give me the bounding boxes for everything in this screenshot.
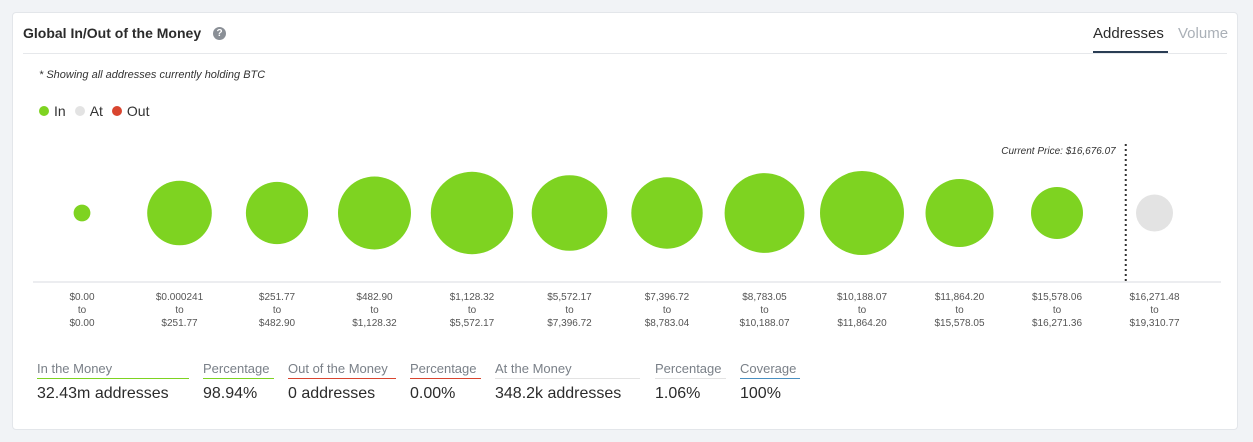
tick-label-to: to — [1053, 305, 1062, 316]
header-divider — [23, 53, 1227, 54]
stat-at-percentage: Percentage 1.06% — [655, 361, 726, 403]
stat-out-percentage: Percentage 0.00% — [410, 361, 481, 403]
tick-label-to-value: $10,188.07 — [739, 318, 789, 329]
tick-label-from: $10,188.07 — [837, 292, 887, 303]
stat-value: 100% — [740, 385, 781, 402]
tick-label-from: $15,578.06 — [1032, 292, 1082, 303]
legend-out-label: Out — [126, 103, 150, 119]
stat-out-of-the-money: Out of the Money 0 addresses — [288, 361, 396, 403]
stat-in-percentage: Percentage 98.94% — [203, 361, 274, 403]
tick-label-to-value: $251.77 — [161, 318, 198, 329]
tick-label-from: $8,783.05 — [742, 292, 787, 303]
tick-label-from: $11,864.20 — [935, 292, 985, 303]
legend: In At Out — [39, 103, 159, 119]
stat-value: 348.2k addresses — [495, 385, 622, 402]
legend-item-at[interactable]: At — [74, 103, 103, 119]
tick-label-to: to — [175, 305, 184, 316]
bubble-4[interactable] — [430, 171, 514, 255]
bubble-7[interactable] — [724, 173, 805, 253]
stat-label: Percentage — [655, 361, 726, 379]
bubble-8[interactable] — [820, 171, 904, 255]
bubble-0[interactable] — [73, 204, 91, 222]
bubble-chart: $0.00 to $0.00 $0.000241 to $251.77 $251.77 to $… — [33, 144, 1221, 329]
tick-label-from: $5,572.17 — [547, 292, 592, 303]
tick-label-to: to — [955, 305, 964, 316]
legend-at-label: At — [89, 103, 103, 119]
stat-value: 32.43m addresses — [37, 385, 169, 402]
tick-label-to-value: $482.90 — [259, 318, 296, 329]
stat-label: In the Money — [37, 361, 189, 379]
tick-label-to-value: $15,578.05 — [934, 318, 984, 329]
stat-value: 0 addresses — [288, 385, 376, 402]
bubble-1[interactable] — [147, 180, 212, 246]
tick-label-to-value: $0.00 — [69, 318, 94, 329]
stat-value: 1.06% — [655, 385, 701, 402]
card-header: Global In/Out of the Money ? Addresses V… — [13, 13, 1237, 55]
tick-label-to: to — [858, 305, 867, 316]
tick-label-to-value: $1,128.32 — [352, 318, 397, 329]
tick-label-to: to — [78, 305, 87, 316]
stat-label: Coverage — [740, 361, 800, 379]
tick-label-from: $16,271.48 — [1129, 292, 1179, 303]
stat-value: 0.00% — [410, 385, 456, 402]
tick-label-to: to — [273, 305, 282, 316]
stat-label: Out of the Money — [288, 361, 396, 379]
in-out-money-card: Global In/Out of the Money ? Addresses V… — [12, 12, 1238, 430]
tick-label-to-value: $7,396.72 — [547, 318, 592, 329]
tick-label-to-value: $11,864.20 — [837, 318, 887, 329]
tick-label-to: to — [1150, 305, 1159, 316]
legend-in-dot-icon — [39, 106, 49, 116]
tick-label-to-value: $16,271.36 — [1032, 318, 1082, 329]
bubble-2[interactable] — [245, 181, 309, 245]
legend-in-label: In — [54, 103, 66, 119]
stat-in-the-money: In the Money 32.43m addresses — [37, 361, 189, 403]
stat-label: Percentage — [410, 361, 481, 379]
card-title: Global In/Out of the Money — [23, 25, 202, 41]
current-price-label: Current Price: $16,676.07 — [1001, 146, 1116, 157]
question-circle-icon[interactable]: ? — [213, 27, 226, 40]
tick-label-to: to — [760, 305, 769, 316]
bubble-9[interactable] — [925, 179, 994, 247]
bubble-10[interactable] — [1031, 187, 1083, 239]
tick-label-to: to — [468, 305, 477, 316]
stat-coverage: Coverage 100% — [740, 361, 800, 403]
tick-label-from: $0.00 — [69, 292, 94, 303]
tab-volume[interactable]: Volume — [1178, 25, 1229, 42]
tick-label-to-value: $5,572.17 — [450, 318, 495, 329]
bubble-11[interactable] — [1136, 194, 1173, 232]
tick-label-to: to — [370, 305, 379, 316]
tick-label-to-value: $8,783.04 — [645, 318, 690, 329]
legend-out-dot-icon — [111, 106, 122, 116]
stat-label: Percentage — [203, 361, 274, 379]
legend-item-in[interactable]: In — [39, 103, 66, 119]
bubble-3[interactable] — [338, 176, 411, 250]
tick-label-to: to — [565, 305, 574, 316]
tick-label-to: to — [663, 305, 672, 316]
tick-label-from: $7,396.72 — [645, 292, 690, 303]
legend-item-out[interactable]: Out — [111, 103, 150, 119]
stat-label: At the Money — [495, 361, 640, 379]
tick-label-from: $251.77 — [259, 292, 296, 303]
tick-label-from: $482.90 — [356, 292, 393, 303]
stat-value: 98.94% — [203, 385, 258, 402]
tick-label-to-value: $19,310.77 — [1129, 318, 1179, 329]
bubble-5[interactable] — [531, 175, 608, 251]
active-tab-indicator — [1093, 51, 1168, 53]
legend-at-dot-icon — [74, 106, 85, 116]
tab-addresses[interactable]: Addresses — [1093, 25, 1164, 42]
tick-label-from: $1,128.32 — [450, 292, 495, 303]
bubble-6[interactable] — [631, 177, 703, 249]
chart-note: * Showing all addresses currently holdin… — [39, 69, 266, 81]
tick-label-from: $0.000241 — [156, 292, 204, 303]
stat-at-the-money: At the Money 348.2k addresses — [495, 361, 640, 403]
